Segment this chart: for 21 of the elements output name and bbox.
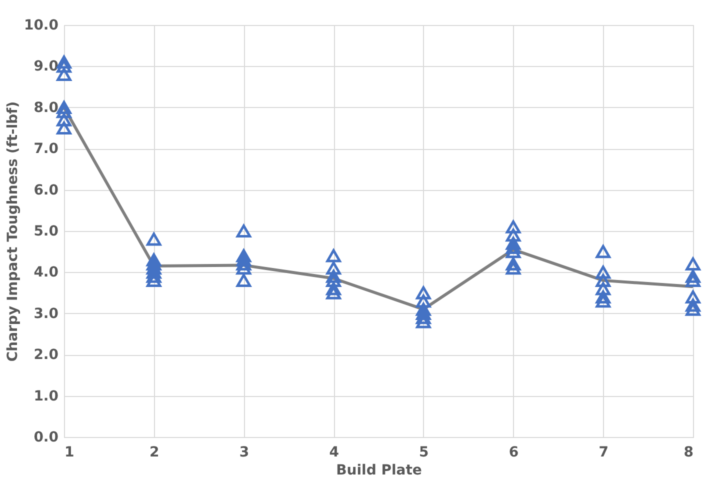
x-tick-label: 3: [239, 444, 250, 460]
x-tick-label: 2: [149, 444, 160, 460]
x-tick-label: 5: [419, 444, 429, 460]
y-tick-label: 0.0: [34, 430, 59, 446]
y-tick-label: 2.0: [34, 347, 59, 364]
y-tick-label: 1.0: [34, 388, 59, 404]
y-tick-label: 5.0: [34, 224, 59, 240]
y-tick-label: 8.0: [34, 100, 59, 116]
x-tick-label: 1: [64, 444, 74, 460]
x-tick-label: 4: [329, 444, 340, 460]
y-tick-label: 10.0: [24, 18, 59, 34]
y-tick-label: 9.0: [34, 58, 59, 75]
x-axis-title: Build Plate: [336, 462, 422, 478]
x-tick-label: 8: [684, 444, 694, 460]
y-tick-label: 3.0: [34, 306, 59, 322]
y-tick-label: 4.0: [34, 264, 59, 281]
y-tick-label: 6.0: [34, 182, 59, 198]
x-tick-label: 7: [598, 444, 609, 460]
y-tick-label: 7.0: [34, 141, 59, 158]
y-axis-title: Charpy Impact Toughness (ft-lbf): [4, 101, 21, 362]
x-tick-label: 6: [508, 444, 519, 460]
